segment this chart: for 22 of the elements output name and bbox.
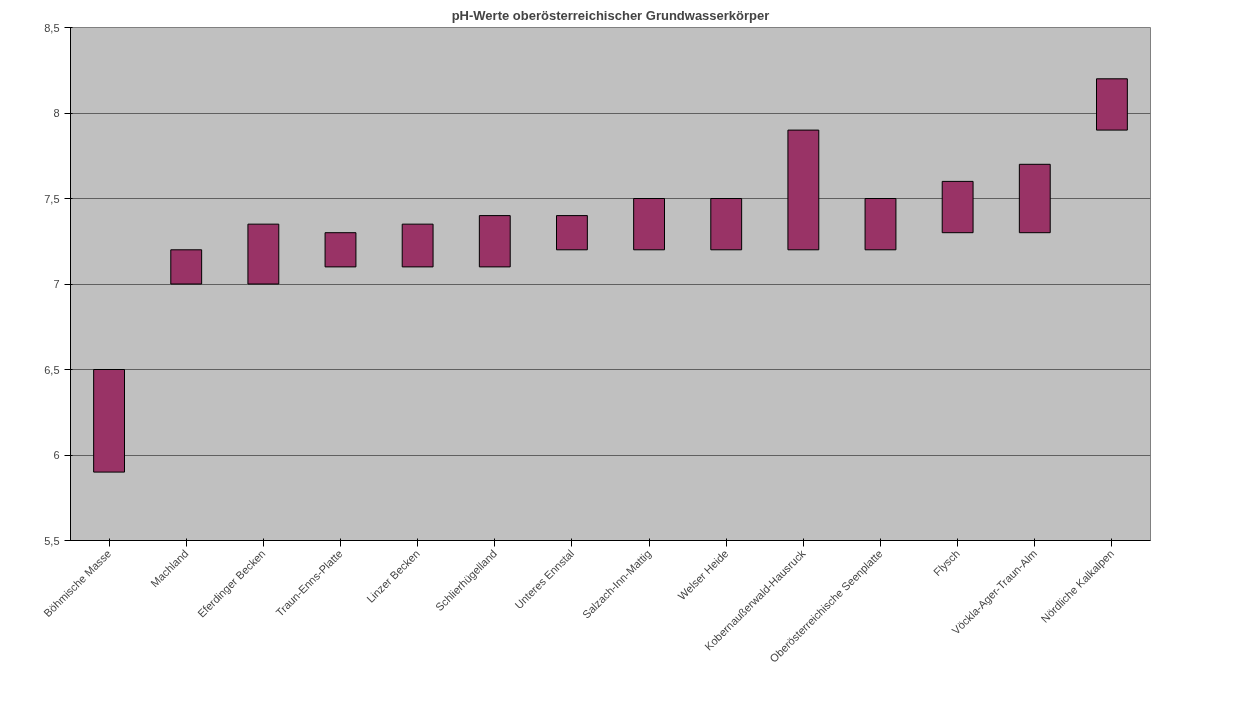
chart-title: pH-Werte oberösterreichischer Grundwasserkörper <box>451 7 770 23</box>
y-tick-label: 6,5 <box>44 363 60 376</box>
y-tick-label: 7 <box>53 278 60 290</box>
y-tick-label: 8 <box>53 107 60 119</box>
bar <box>710 198 743 251</box>
bar <box>633 198 665 251</box>
bar <box>93 369 125 473</box>
y-tick-label: 6 <box>53 449 60 461</box>
bar <box>1096 78 1128 131</box>
bar <box>941 180 974 234</box>
bar <box>170 249 203 285</box>
bar <box>401 223 434 268</box>
bar <box>556 215 588 251</box>
bar <box>324 232 357 268</box>
bar <box>1018 163 1051 234</box>
y-tick-label: 8,5 <box>44 21 60 34</box>
bar <box>478 215 511 268</box>
bar <box>787 129 820 251</box>
y-tick-label: 7,5 <box>44 192 60 205</box>
y-tick-label: 5,5 <box>44 534 60 547</box>
bar <box>247 223 280 285</box>
bar <box>864 198 897 251</box>
